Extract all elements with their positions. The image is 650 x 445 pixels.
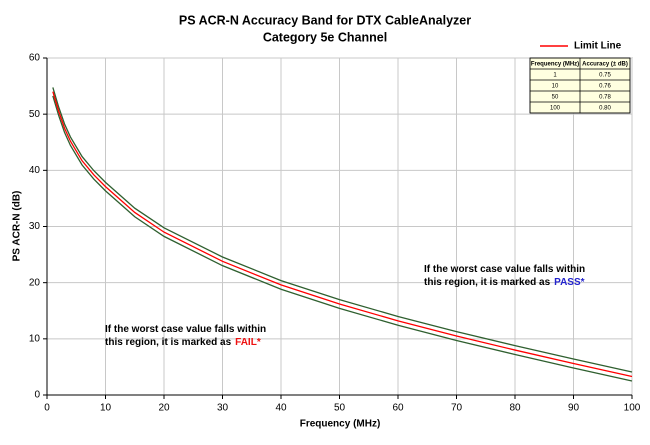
table-text: 50 xyxy=(552,95,559,101)
table-text: Frequency (MHz) xyxy=(531,62,579,68)
table-text: 1 xyxy=(553,73,557,79)
table-text: 10 xyxy=(552,84,559,90)
table-text: Accuracy (± dB) xyxy=(582,62,628,68)
table-text: 0.76 xyxy=(599,84,611,90)
annotation: this region, it is marked as PASS* xyxy=(424,277,585,288)
x-tick-label: 90 xyxy=(568,403,580,414)
legend-label: Limit Line xyxy=(574,41,622,52)
y-tick-label: 10 xyxy=(29,333,41,344)
x-tick-label: 80 xyxy=(509,403,521,414)
series-line xyxy=(52,95,633,382)
y-tick-label: 40 xyxy=(29,165,41,176)
annotation-text: this region, it is marked as xyxy=(105,337,232,348)
y-tick-label: 20 xyxy=(29,277,41,288)
x-tick-label: 100 xyxy=(624,403,641,414)
x-axis-title: Frequency (MHz) xyxy=(300,419,381,430)
series-line xyxy=(52,87,633,373)
x-tick-label: 60 xyxy=(392,403,404,414)
annotation-highlight: FAIL* xyxy=(235,337,261,348)
series-line xyxy=(52,91,633,378)
table-text: 100 xyxy=(550,106,561,112)
y-tick-label: 0 xyxy=(34,390,40,401)
x-tick-label: 0 xyxy=(44,403,50,414)
x-tick-label: 40 xyxy=(275,403,287,414)
x-tick-label: 50 xyxy=(334,403,346,414)
x-tick-label: 10 xyxy=(100,403,112,414)
annotation: If the worst case value falls within xyxy=(105,324,266,335)
x-tick-label: 30 xyxy=(217,403,229,414)
x-tick-label: 70 xyxy=(451,403,463,414)
y-tick-label: 50 xyxy=(29,109,41,120)
table-text: 0.80 xyxy=(599,106,611,112)
table-text: 0.75 xyxy=(599,73,611,79)
y-tick-label: 60 xyxy=(29,53,41,64)
annotation-highlight: PASS* xyxy=(554,277,584,288)
annotation: this region, it is marked as FAIL* xyxy=(105,337,261,348)
y-tick-label: 30 xyxy=(29,221,41,232)
annotation-text: this region, it is marked as xyxy=(424,277,551,288)
chart-subtitle: Category 5e Channel xyxy=(263,30,387,44)
annotation-text: If the worst case value falls within xyxy=(424,264,585,275)
table-text: 0.78 xyxy=(599,95,611,101)
annotation-text: If the worst case value falls within xyxy=(105,324,266,335)
table-cell xyxy=(579,101,631,114)
annotation: If the worst case value falls within xyxy=(424,264,585,275)
x-tick-label: 20 xyxy=(158,403,170,414)
y-axis-title: PS ACR-N (dB) xyxy=(12,191,23,262)
chart-title: PS ACR-N Accuracy Band for DTX CableAnal… xyxy=(179,13,471,27)
